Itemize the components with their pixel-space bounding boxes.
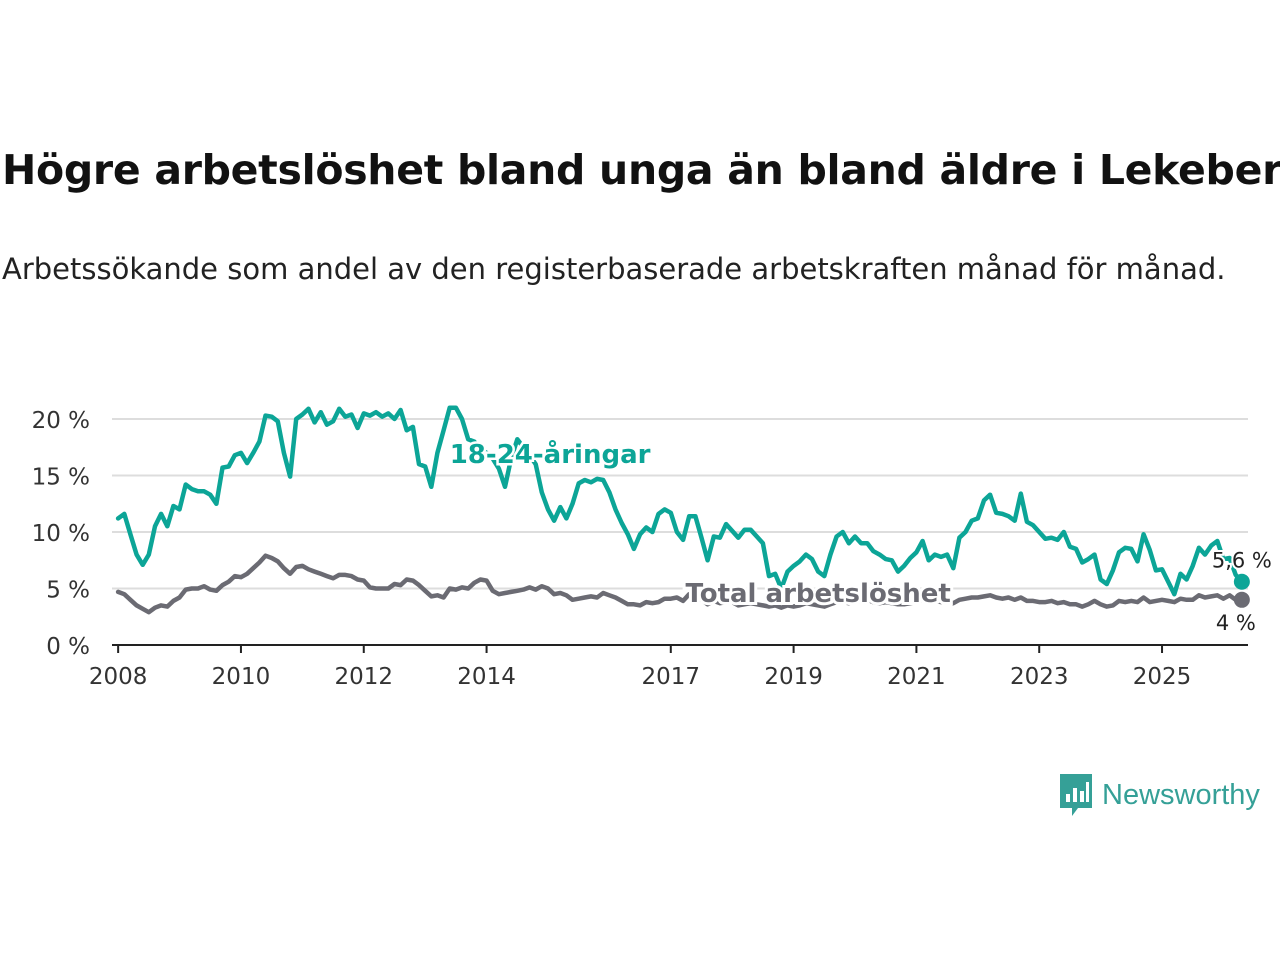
x-tick-label: 2025 [1133, 664, 1192, 690]
y-tick-label: 20 % [32, 408, 90, 434]
x-tick-label: 2012 [334, 664, 393, 690]
chart-subtitle: Arbetssökande som andel av den registerb… [2, 252, 1226, 286]
series-end-point [1233, 591, 1250, 608]
x-tick-label: 2017 [642, 664, 701, 690]
x-axis-ticks: 2008 2010 2012 2014 2017 2019 2021 2023 2025 [89, 644, 1248, 690]
y-tick-label: 5 % [46, 578, 90, 604]
series-name-label: Total arbetslöshet [685, 579, 950, 609]
x-tick-label: 2023 [1010, 664, 1069, 690]
series-name-label: 18-24-åringar [450, 438, 651, 470]
y-tick-label: 15 % [32, 465, 90, 491]
series-end-label: 4 % [1216, 611, 1256, 635]
chart-title: Högre arbetslöshet bland unga än bland ä… [2, 146, 1280, 194]
series-line [115, 553, 1245, 615]
x-tick-label: 2010 [212, 664, 271, 690]
series-lines [115, 405, 1250, 615]
brand-name: Newsworthy [1102, 778, 1260, 811]
series-end-point [1233, 573, 1250, 590]
series-end-label: 5,6 % [1212, 549, 1272, 573]
y-tick-label: 0 % [46, 634, 90, 660]
x-tick-label: 2008 [89, 664, 148, 690]
y-axis-ticks: 0 % 5 % 10 % 15 % 20 % [32, 408, 90, 660]
series-line [115, 405, 1245, 597]
newsworthy-logo-icon [1060, 774, 1092, 816]
line-chart: 0 %5 %10 %15 %20 % 2008 2010 2012 2014 2017 2… [32, 405, 1274, 690]
x-tick-label: 2019 [764, 664, 823, 690]
x-tick-label: 2021 [887, 664, 946, 690]
newsworthy-logo[interactable]: Newsworthy [1058, 772, 1260, 818]
x-tick-label: 2014 [457, 664, 516, 690]
y-tick-label: 10 % [32, 521, 90, 547]
gridlines [112, 418, 1248, 590]
series-labels: 18-24-åringar Total arbetslöshet 5,6 % 4 % [447, 436, 1274, 637]
